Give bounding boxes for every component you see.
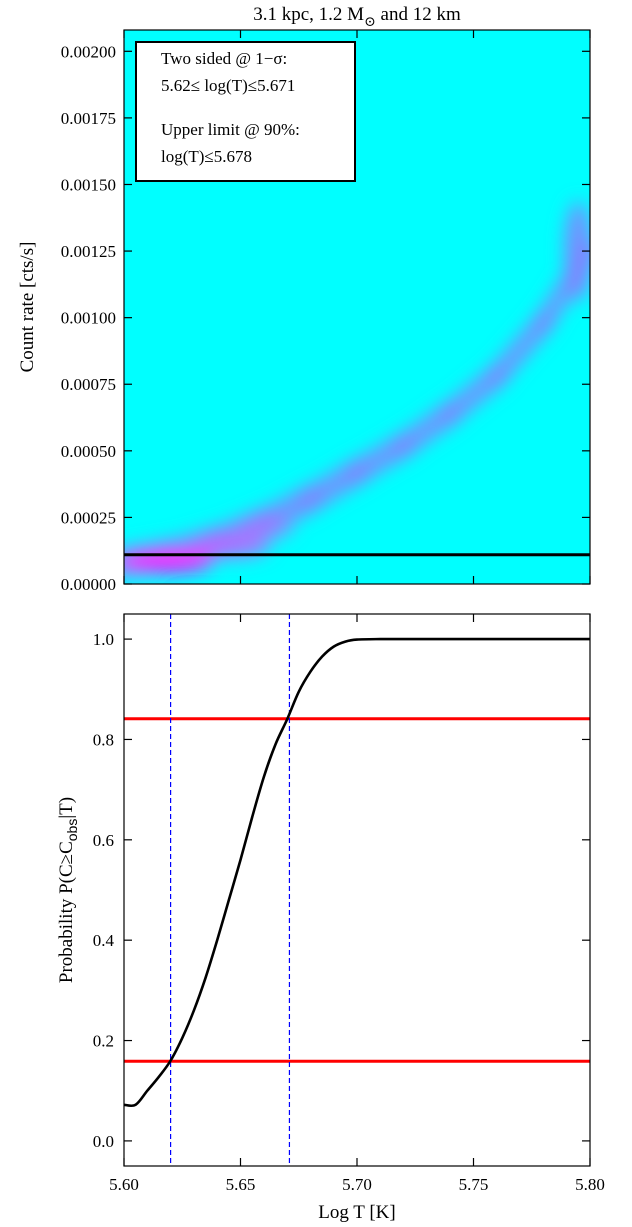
bottom-xtick-label: 5.70: [342, 1175, 372, 1194]
annotation-line-1: Two sided @ 1−σ:: [161, 49, 287, 68]
annotation-line-2: 5.62≤ log(T)≤5.671: [161, 76, 295, 95]
top-ytick-label: 0.00125: [61, 242, 116, 261]
annotation-line-3: Upper limit @ 90%:: [161, 120, 300, 139]
top-ytick-label: 0.00000: [61, 575, 116, 594]
density-core: [186, 534, 271, 559]
annotation-line-4: log(T)≤5.678: [161, 147, 252, 166]
bottom-ytick-label: 0.4: [93, 931, 115, 950]
density-segment: [486, 312, 554, 387]
bottom-ytick-label: 1.0: [93, 630, 114, 649]
top-ytick-label: 0.00150: [61, 175, 116, 194]
top-panel: 0.00000 0.00025 0.00050 0.00075 0.00100 0.001…: [17, 29, 591, 594]
bottom-xtick-label: 5.75: [459, 1175, 489, 1194]
bottom-ticks: 0.0 0.2 0.4 0.6 0.8 1.0 5.60 5.65 5.70 5.75 5.80: [93, 614, 605, 1194]
bottom-ytick-label: 0.0: [93, 1132, 114, 1151]
bottom-panel: 0.0 0.2 0.4 0.6 0.8 1.0 5.60 5.65 5.70 5.75 5.80 L…: [56, 613, 605, 1223]
bottom-ylabel: Probability P(C≥Cobs|T): [56, 797, 80, 983]
density-core: [233, 516, 294, 541]
bottom-ytick-label: 0.8: [93, 730, 114, 749]
top-ticks: 0.00000 0.00025 0.00050 0.00075 0.00100 0.001…: [61, 30, 591, 594]
bottom-marks: [124, 614, 590, 1166]
top-ytick-label: 0.00175: [61, 109, 116, 128]
chart-title: 3.1 kpc, 1.2 M⊙ and 12 km: [253, 4, 461, 30]
bottom-axes-background: [124, 614, 590, 1166]
top-ytick-label: 0.00025: [61, 508, 116, 527]
density-core: [564, 201, 590, 302]
bottom-xtick-label: 5.60: [109, 1175, 139, 1194]
top-ytick-label: 0.00050: [61, 442, 116, 461]
top-ytick-label: 0.00075: [61, 375, 116, 394]
probability-curve: [124, 637, 590, 1108]
top-ylabel: Count rate [cts/s]: [17, 242, 38, 373]
top-ytick-label: 0.00200: [61, 42, 116, 61]
x-axis-label: Log T [K]: [318, 1202, 395, 1223]
bottom-xtick-label: 5.80: [575, 1175, 605, 1194]
bottom-xtick-label: 5.65: [226, 1175, 256, 1194]
bottom-ytick-label: 0.6: [93, 831, 114, 850]
top-ytick-label: 0.00100: [61, 309, 116, 328]
annotation-box: Two sided @ 1−σ: 5.62≤ log(T)≤5.671 Uppe…: [135, 41, 356, 182]
bottom-ytick-label: 0.2: [93, 1032, 114, 1051]
